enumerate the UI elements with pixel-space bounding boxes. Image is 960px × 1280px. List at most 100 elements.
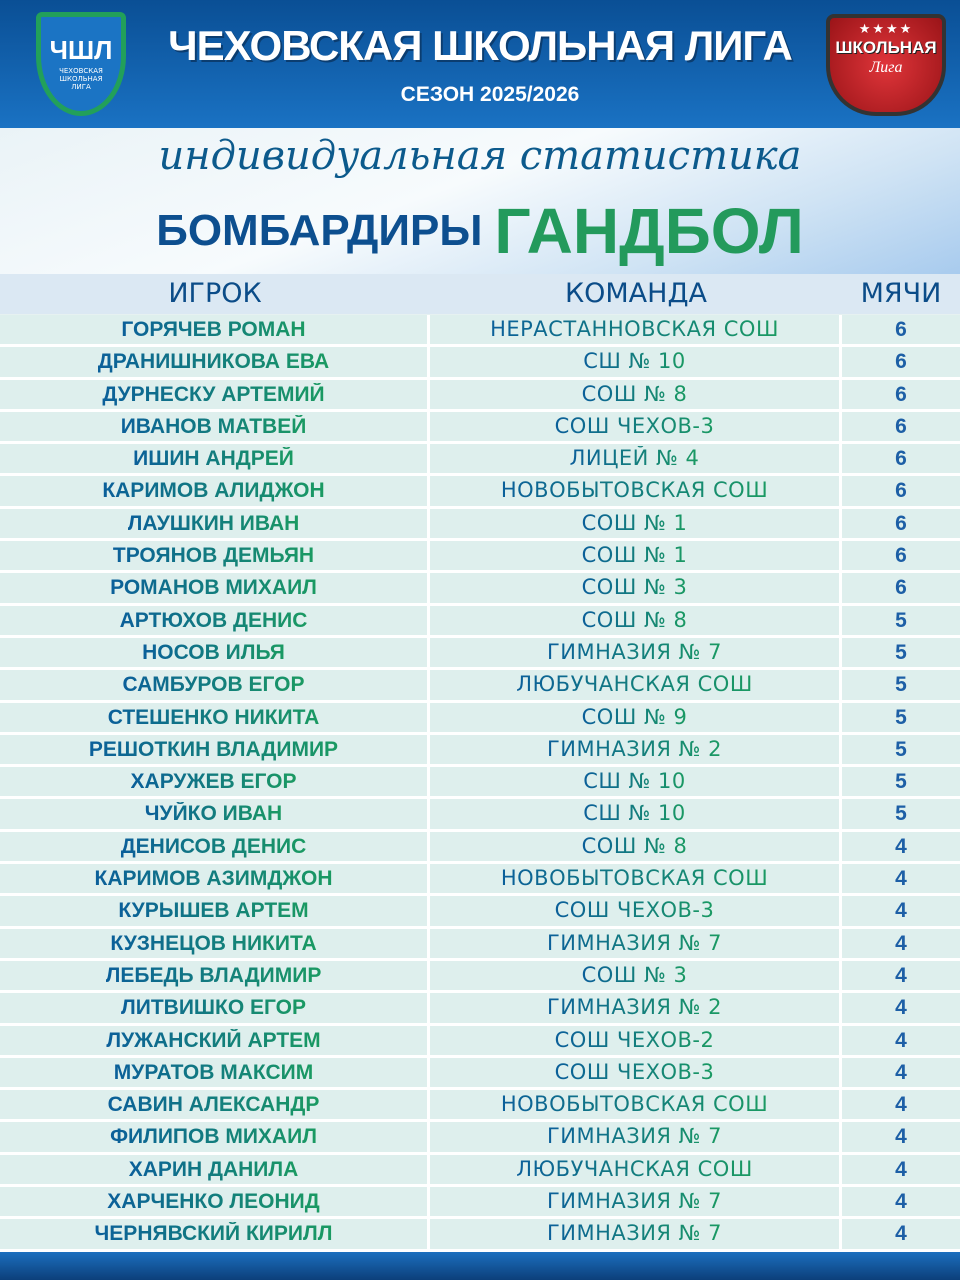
player-cell: ЛИТВИШКО ЕГОР [0,993,430,1023]
table-row: ЧЕРНЯВСКИЙ КИРИЛЛ ГИМНАЗИЯ № 7 4 [0,1219,960,1252]
team-name: СОШ № 3 [581,575,688,600]
sport-label: ГАНДБОЛ [494,195,804,267]
team-cell: ЛЮБУЧАНСКАЯ СОШ [430,670,842,700]
player-name: ДУРНЕСКУ АРТЕМИЙ [102,382,325,406]
scorers-table: ГОРЯЧЕВ РОМАН НЕРАСТАННОВСКАЯ СОШ 6 ДРАНИШН… [0,315,960,1252]
player-name: ЛЕБЕДЬ ВЛАДИМИР [105,963,322,987]
team-name: СОШ ЧЕХОВ-3 [554,898,715,923]
goals-cell: 6 [842,573,960,603]
table-row: СТЕШЕНКО НИКИТА СОШ № 9 5 [0,702,960,735]
goals-cell: 4 [842,1025,960,1055]
team-cell: ЛЮБУЧАНСКАЯ СОШ [430,1154,842,1185]
section-title: БОМБАРДИРЫ ГАНДБОЛ [0,192,960,270]
school-league-logo: ★★★★ ШКОЛЬНАЯ Лига [826,14,946,116]
table-row: КАРИМОВ АЛИДЖОН НОВОБЫТОВСКАЯ СОШ 6 [0,476,960,509]
team-cell: СОШ № 1 [430,508,842,539]
player-cell: ТРОЯНОВ ДЕМЬЯН [0,541,430,571]
team-name: ГИМНАЗИЯ № 2 [546,995,723,1020]
team-cell: СШ № 10 [430,347,842,377]
team-name: СШ № 10 [583,769,686,794]
player-cell: СТЕШЕНКО НИКИТА [0,702,430,732]
goals-cell: 4 [842,1122,960,1152]
goals-cell: 5 [842,702,960,732]
team-name: ЛЮБУЧАНСКАЯ СОШ [516,1156,753,1181]
team-name: ГИМНАЗИЯ № 7 [546,1189,723,1214]
goals-cell: 4 [842,1187,960,1217]
goals-cell: 5 [842,605,960,635]
player-cell: РОМАНОВ МИХАИЛ [0,573,430,603]
table-row: ИВАНОВ МАТВЕЙ СОШ ЧЕХОВ-3 6 [0,411,960,445]
page-title: ЧЕХОВСКАЯ ШКОЛЬНАЯ ЛИГА [168,22,793,69]
table-row: ЧУЙКО ИВАН СШ № 10 5 [0,799,960,832]
league-logo-abbr: ЧШЛ [49,35,113,65]
player-cell: ХАРУЖЕВ ЕГОР [0,767,430,797]
team-name: ГИМНАЗИЯ № 7 [546,930,723,955]
player-name: ЛАУШКИН ИВАН [127,511,300,535]
player-name: ФИЛИПОВ МИХАИЛ [110,1125,317,1149]
player-name: ЧЕРНЯВСКИЙ КИРИЛЛ [94,1222,333,1246]
player-name: АРТЮХОВ ДЕНИС [119,608,308,632]
goals-cell: 5 [842,734,960,765]
team-cell: НЕРАСТАННОВСКАЯ СОШ [430,315,842,345]
player-cell: ЧЕРНЯВСКИЙ КИРИЛЛ [0,1219,430,1249]
school-league-logo-script: Лига [869,59,903,76]
team-name: НОВОБЫТОВСКАЯ СОШ [500,1092,769,1117]
team-cell: НОВОБЫТОВСКАЯ СОШ [430,864,842,894]
table-row: РОМАНОВ МИХАИЛ СОШ № 3 6 [0,573,960,606]
table-row: РЕШОТКИН ВЛАДИМИР ГИМНАЗИЯ № 2 5 [0,734,960,768]
player-cell: ИВАНОВ МАТВЕЙ [0,411,430,442]
table-row: АРТЮХОВ ДЕНИС СОШ № 8 5 [0,605,960,638]
header-banner: ЧШЛ ЧЕХОВСКАЯ ШКОЛЬНАЯ ЛИГА ЧЕХОВСКАЯ ШК… [0,0,960,128]
player-cell: ЛЕБЕДЬ ВЛАДИМИР [0,960,430,991]
player-cell: ГОРЯЧЕВ РОМАН [0,315,430,345]
header-goals: МЯЧИ [860,278,942,309]
team-cell: НОВОБЫТОВСКАЯ СОШ [430,476,842,506]
table-row: ХАРИН ДАНИЛА ЛЮБУЧАНСКАЯ СОШ 4 [0,1154,960,1188]
team-name: СОШ № 1 [581,543,688,568]
footer-bar [0,1252,960,1280]
goals-cell: 5 [842,670,960,700]
player-cell: КАРИМОВ АЛИДЖОН [0,476,430,506]
table-header: ИГРОК КОМАНДА МЯЧИ [0,274,960,314]
goals-cell: 6 [842,444,960,474]
table-row: ЛУЖАНСКИЙ АРТЕМ СОШ ЧЕХОВ-2 4 [0,1025,960,1058]
player-cell: ДУРНЕСКУ АРТЕМИЙ [0,379,430,409]
school-league-logo-text: ШКОЛЬНАЯ [835,38,937,57]
team-cell: ГИМНАЗИЯ № 7 [430,1187,842,1217]
player-cell: РЕШОТКИН ВЛАДИМИР [0,734,430,765]
player-cell: КУРЫШЕВ АРТЕМ [0,896,430,926]
table-row: КУРЫШЕВ АРТЕМ СОШ ЧЕХОВ-3 4 [0,896,960,929]
team-cell: ГИМНАЗИЯ № 7 [430,1122,842,1152]
player-name: САМБУРОВ ЕГОР [122,673,305,697]
team-cell: СОШ № 3 [430,960,842,991]
table-row: ТРОЯНОВ ДЕМЬЯН СОШ № 1 6 [0,541,960,574]
table-row: ЛИТВИШКО ЕГОР ГИМНАЗИЯ № 2 4 [0,993,960,1026]
team-name: СОШ № 9 [581,704,688,729]
team-name: СОШ № 8 [581,381,688,406]
header-player: ИГРОК [168,278,262,309]
team-cell: СОШ № 3 [430,573,842,603]
player-name: ЧУЙКО ИВАН [144,802,283,826]
table-row: ИШИН АНДРЕЙ ЛИЦЕЙ № 4 6 [0,444,960,477]
goals-cell: 4 [842,1219,960,1249]
subtitle-banner [0,128,960,274]
table-row: МУРАТОВ МАКСИМ СОШ ЧЕХОВ-3 4 [0,1057,960,1091]
stats-script-heading: индивидуальная статистика [158,133,802,179]
player-cell: ЧУЙКО ИВАН [0,799,430,829]
player-cell: САВИН АЛЕКСАНДР [0,1090,430,1120]
player-name: ИВАНОВ МАТВЕЙ [120,414,307,438]
team-name: СОШ ЧЕХОВ-3 [554,413,715,438]
goals-cell: 4 [842,831,960,862]
goals-cell: 4 [842,896,960,926]
table-row: ДУРНЕСКУ АРТЕМИЙ СОШ № 8 6 [0,379,960,412]
team-name: СОШ ЧЕХОВ-3 [554,1059,715,1084]
player-cell: ДЕНИСОВ ДЕНИС [0,831,430,862]
team-name: СОШ № 8 [581,607,688,632]
player-name: КАРИМОВ АЛИДЖОН [102,479,325,503]
team-name: ЛЮБУЧАНСКАЯ СОШ [516,672,753,697]
team-cell: СШ № 10 [430,799,842,829]
header-team: КОМАНДА [564,278,708,309]
team-cell: СОШ ЧЕХОВ-3 [430,411,842,442]
table-row: ЛЕБЕДЬ ВЛАДИМИР СОШ № 3 4 [0,960,960,994]
team-name: СОШ № 1 [581,510,688,535]
